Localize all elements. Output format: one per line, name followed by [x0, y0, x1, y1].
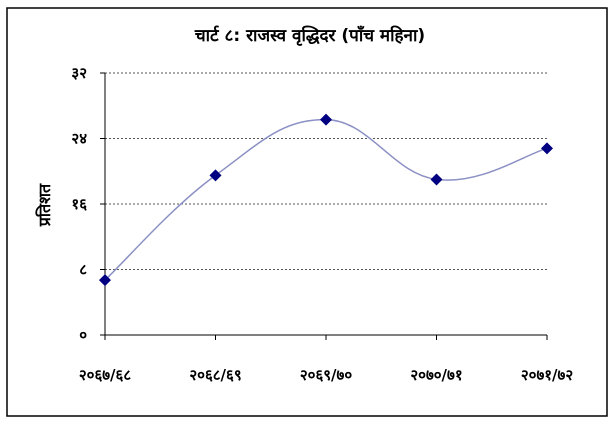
- x-tick-label: २०६७/६८: [79, 366, 131, 384]
- x-tick-label: २०६९/७०: [300, 366, 352, 384]
- y-tick-label: २४: [71, 130, 87, 148]
- y-tick-labels: ० ८ १६ २४ ३२: [71, 64, 87, 344]
- x-tick-label: २०७१/७२: [521, 366, 573, 384]
- data-point-marker: [320, 113, 332, 126]
- x-tick-labels: २०६७/६८ २०६८/६९ २०६९/७० २०७०/७१ २०७१/७२: [79, 366, 573, 384]
- axes: [100, 72, 548, 340]
- data-point-marker: [430, 173, 443, 186]
- y-axis-label: प्रतिशत: [35, 183, 54, 227]
- data-point-marker: [541, 142, 553, 155]
- x-tick-label: २०७०/७१: [410, 366, 462, 384]
- y-tick-label: ३२: [71, 64, 87, 82]
- grid-lines: [105, 72, 547, 270]
- y-tick-label: ०: [79, 326, 87, 344]
- data-point-marker: [99, 274, 111, 287]
- data-point-marker: [209, 169, 222, 182]
- x-tick-label: २०६८/६९: [189, 366, 241, 384]
- series-group: [99, 113, 553, 287]
- y-tick-label: ८: [79, 261, 87, 279]
- y-tick-label: १६: [71, 195, 87, 213]
- chart-title: चार्ट ८: राजस्व वृद्धिदर (पाँच महिना): [194, 25, 425, 46]
- chart-border: [6, 7, 608, 417]
